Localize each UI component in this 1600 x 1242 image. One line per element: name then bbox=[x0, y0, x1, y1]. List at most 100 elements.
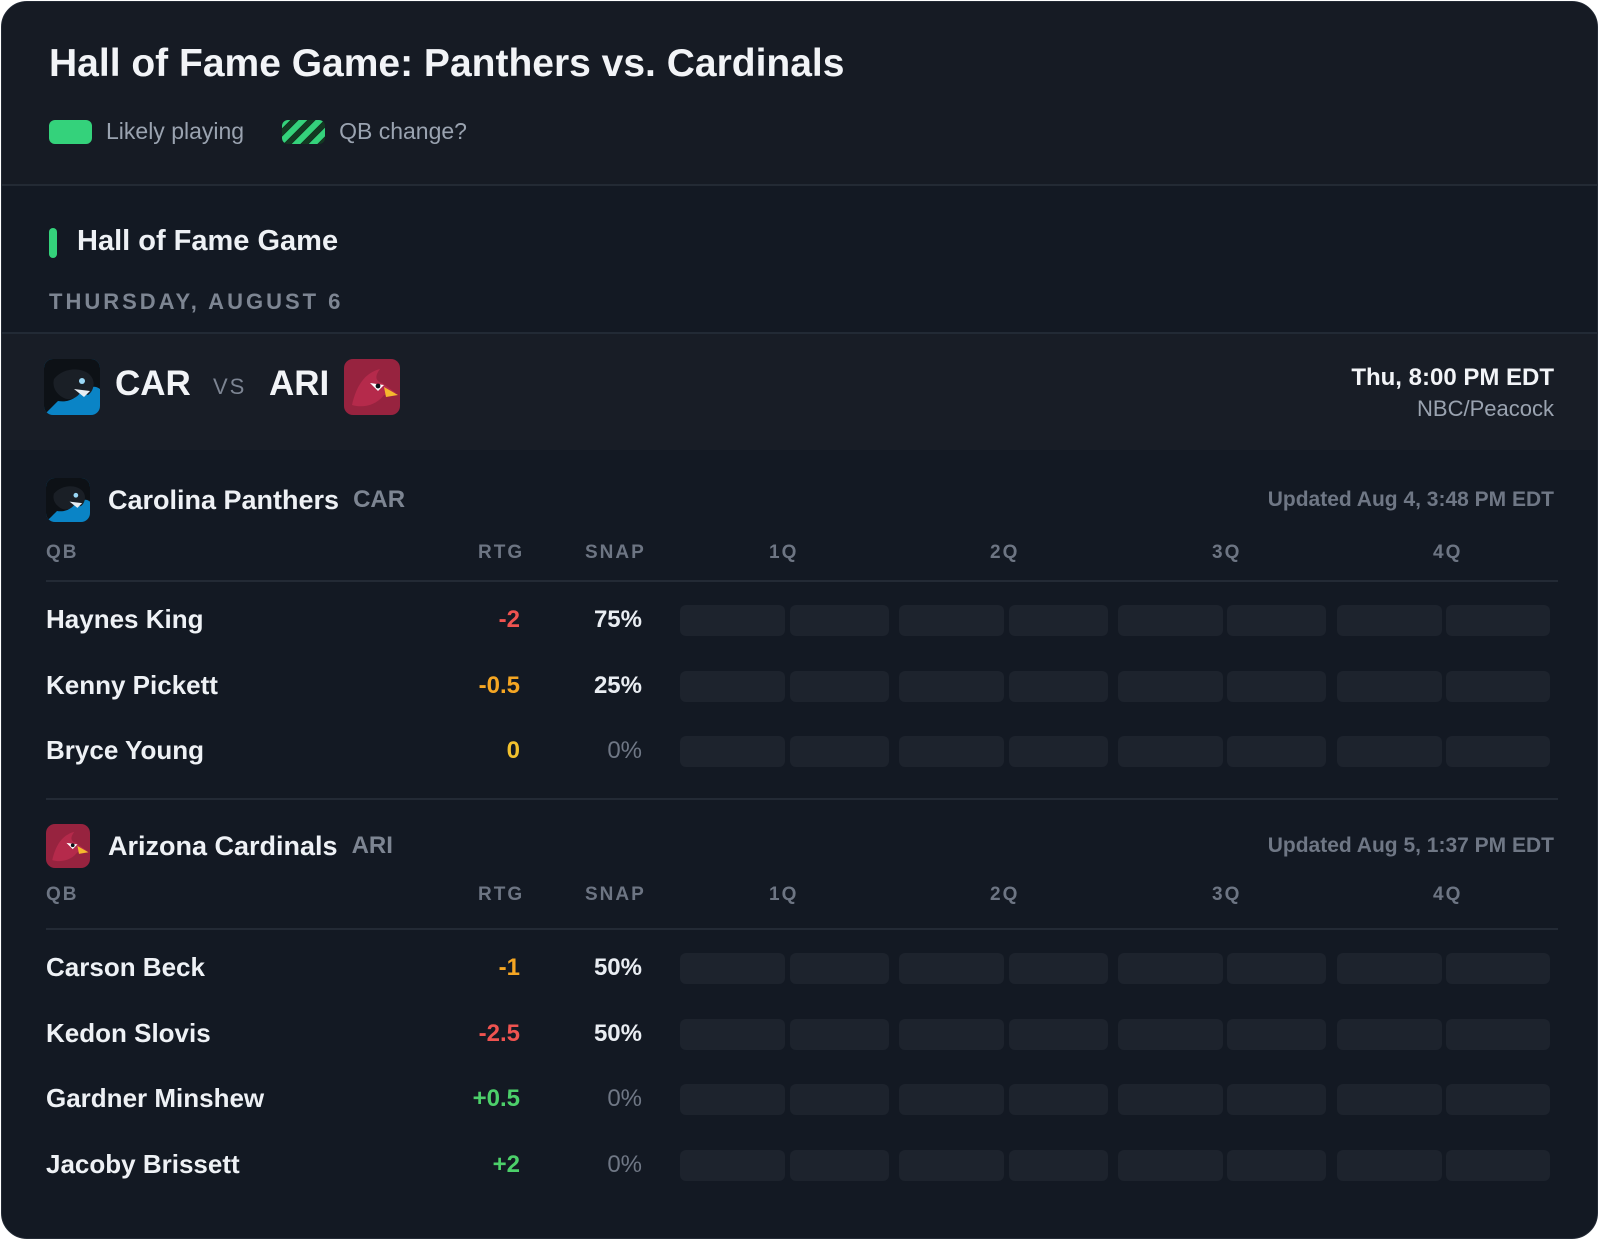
legend-swatch-hatched bbox=[282, 119, 326, 144]
legend: Likely playing QB change? bbox=[49, 118, 505, 145]
snap-segment-empty bbox=[1227, 1084, 1326, 1115]
qb-row[interactable]: Jacoby Brissett +2 0% bbox=[2, 1145, 1597, 1185]
qb-snap-share: 50% bbox=[593, 954, 642, 981]
snap-segment-playing bbox=[1009, 605, 1108, 636]
snap-segment-empty bbox=[1009, 1149, 1108, 1181]
qb-row[interactable]: Bryce Young 0 0% bbox=[2, 731, 1597, 771]
header-rule bbox=[46, 928, 1558, 930]
card-header: Hall of Fame Game: Panthers vs. Cardinal… bbox=[2, 2, 1597, 186]
snap-segment-empty bbox=[1227, 953, 1326, 984]
snap-segment-empty bbox=[680, 1018, 785, 1050]
col-header-snap: SNAP bbox=[585, 542, 646, 563]
snap-segment-empty bbox=[899, 1149, 1004, 1181]
kickoff-info: Thu, 8:00 PM EDT NBC/Peacock bbox=[1351, 364, 1554, 422]
legend-item-likely-playing: Likely playing bbox=[49, 118, 244, 145]
col-header-2q: 2Q bbox=[990, 884, 1020, 905]
qb-name: Jacoby Brissett bbox=[46, 1148, 240, 1179]
snap-segment-empty bbox=[680, 605, 785, 636]
col-header-qb: QB bbox=[46, 542, 79, 563]
broadcast-network: NBC/Peacock bbox=[1417, 396, 1554, 421]
snap-segment-empty bbox=[1337, 1084, 1442, 1115]
snap-segment-playing bbox=[1446, 1018, 1550, 1050]
qb-rating: 0 bbox=[506, 737, 520, 764]
snap-segment-empty bbox=[1337, 670, 1442, 702]
header-rule bbox=[46, 580, 1558, 582]
snap-segment-playing bbox=[1227, 1018, 1326, 1050]
snap-segment-empty bbox=[1446, 953, 1550, 984]
panther-logo-icon bbox=[46, 478, 90, 522]
snap-segment-empty bbox=[1118, 1149, 1223, 1181]
page-title: Hall of Fame Game: Panthers vs. Cardinal… bbox=[49, 42, 845, 85]
section-date: THURSDAY, AUGUST 6 bbox=[49, 289, 344, 314]
team-name: Carolina Panthers bbox=[108, 484, 340, 515]
snap-segment-empty bbox=[899, 1018, 1004, 1050]
cardinal-logo-icon bbox=[344, 359, 400, 415]
snap-segment-qb-change bbox=[1118, 1018, 1223, 1050]
snap-segment-playing bbox=[1009, 953, 1108, 984]
qb-name: Kedon Slovis bbox=[46, 1017, 211, 1048]
col-header-3q: 3Q bbox=[1212, 884, 1242, 905]
col-header-3q: 3Q bbox=[1212, 542, 1242, 563]
updated-timestamp: Updated Aug 4, 3:48 PM EDT bbox=[1267, 488, 1554, 511]
matchup-away-abbr: CAR bbox=[115, 364, 191, 403]
snap-segment-qb-change bbox=[1118, 953, 1223, 984]
section-accent-bar bbox=[49, 228, 57, 258]
snap-segment-empty bbox=[680, 1149, 785, 1181]
matchup-row[interactable]: CAR VS ARI Thu, 8:00 PM EDT NBC/Peacock bbox=[2, 332, 1597, 450]
snap-segment-empty bbox=[899, 670, 1004, 702]
qb-snap-share: 0% bbox=[607, 1150, 642, 1178]
team-abbr: ARI bbox=[351, 832, 393, 859]
qb-name: Carson Beck bbox=[46, 952, 205, 982]
team-name: Arizona Cardinals bbox=[108, 830, 338, 861]
legend-item-qb-change: QB change? bbox=[282, 118, 467, 145]
col-header-4q: 4Q bbox=[1433, 542, 1463, 563]
snap-segment-empty bbox=[1446, 736, 1550, 767]
snap-segment-playing bbox=[1446, 605, 1550, 636]
qb-name: Gardner Minshew bbox=[46, 1083, 265, 1113]
qb-row[interactable]: Kedon Slovis -2.5 50% bbox=[2, 1014, 1597, 1054]
qb-row[interactable]: Gardner Minshew +0.5 0% bbox=[2, 1079, 1597, 1119]
snap-segment-empty bbox=[1227, 670, 1326, 702]
qb-rating: -1 bbox=[498, 954, 520, 981]
section-title: Hall of Fame Game bbox=[77, 225, 339, 257]
snap-segment-empty bbox=[1227, 1149, 1326, 1181]
qb-rating: -0.5 bbox=[478, 671, 520, 699]
snap-segment-empty bbox=[790, 1149, 889, 1181]
col-header-rtg: RTG bbox=[478, 542, 525, 563]
col-header-4q: 4Q bbox=[1433, 884, 1463, 905]
qb-rating: +0.5 bbox=[472, 1085, 520, 1112]
qb-snap-share: 25% bbox=[593, 671, 642, 699]
qb-row[interactable]: Kenny Pickett -0.5 25% bbox=[2, 666, 1597, 706]
snap-segment-empty bbox=[680, 736, 785, 767]
snap-segment-empty bbox=[899, 736, 1004, 767]
matchup-home-abbr: ARI bbox=[269, 364, 330, 403]
snap-segment-empty bbox=[790, 1084, 889, 1115]
qb-snap-share: 50% bbox=[593, 1019, 642, 1047]
snap-segment-playing bbox=[790, 670, 889, 702]
qb-name: Kenny Pickett bbox=[46, 669, 218, 700]
col-header-qb: QB bbox=[46, 884, 79, 905]
col-header-2q: 2Q bbox=[990, 542, 1020, 563]
snap-segment-empty bbox=[1118, 736, 1223, 767]
snap-segment-empty bbox=[899, 1084, 1004, 1115]
qb-row[interactable]: Haynes King -2 75% bbox=[2, 600, 1597, 640]
snap-segment-playing bbox=[1118, 605, 1223, 636]
qb-name: Bryce Young bbox=[46, 735, 204, 765]
col-header-rtg: RTG bbox=[478, 884, 525, 905]
qb-snap-share: 75% bbox=[593, 606, 642, 633]
snap-segment-empty bbox=[1446, 1149, 1550, 1181]
qb-row[interactable]: Carson Beck -1 50% bbox=[2, 948, 1597, 988]
snap-segment-empty bbox=[680, 1084, 785, 1115]
snap-segment-playing bbox=[1337, 1018, 1442, 1050]
snap-segment-empty bbox=[1337, 736, 1442, 767]
snap-segment-empty bbox=[1337, 953, 1442, 984]
snap-segment-empty bbox=[1118, 670, 1223, 702]
snap-segment-playing bbox=[899, 605, 1004, 636]
legend-label: QB change? bbox=[339, 118, 467, 144]
snap-segment-empty bbox=[1009, 1084, 1108, 1115]
snap-segment-empty bbox=[1118, 1084, 1223, 1115]
cardinal-logo-icon bbox=[46, 824, 90, 868]
snap-segment-playing bbox=[680, 953, 785, 984]
matchup-vs: VS bbox=[213, 374, 247, 399]
